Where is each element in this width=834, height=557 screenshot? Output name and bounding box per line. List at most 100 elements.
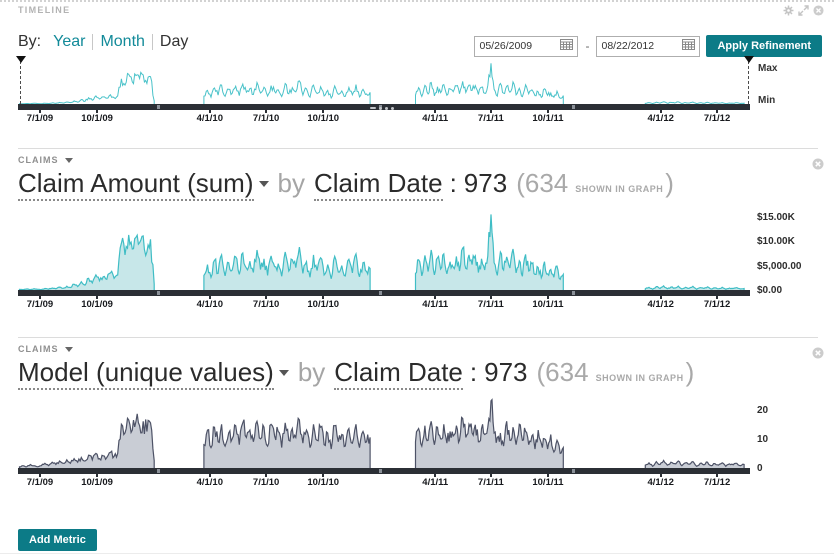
x-tick-label: 10/1/09 xyxy=(81,113,113,124)
by-word: by xyxy=(297,357,326,387)
range-handle-left[interactable] xyxy=(15,56,26,104)
x-tick xyxy=(434,474,437,477)
calendar-icon[interactable] xyxy=(560,37,574,55)
paren: ( xyxy=(516,168,525,198)
section-divider xyxy=(18,337,818,338)
shown-in-graph-caption: SHOWN IN GRAPH xyxy=(595,373,684,383)
x-tick-label: 4/1/10 xyxy=(196,477,223,488)
x-tick-label: 10/1/09 xyxy=(81,477,113,488)
axis-gap-notch xyxy=(379,469,382,473)
panel-controls xyxy=(783,5,824,16)
remove-metric-icon[interactable] xyxy=(812,346,824,364)
axis-gap-notch xyxy=(157,105,160,109)
x-tick xyxy=(659,296,662,299)
x-tick xyxy=(546,474,549,477)
claims-group-label: CLAIMS xyxy=(18,155,59,165)
remove-metric-icon[interactable] xyxy=(812,157,824,175)
panel-bottom-border xyxy=(0,553,834,554)
axis-gap-notch xyxy=(157,469,160,473)
dimension-dropdown[interactable]: Claim Date xyxy=(313,168,443,201)
date-to-input[interactable] xyxy=(601,40,674,52)
x-tick-label: 4/1/11 xyxy=(422,113,449,124)
x-tick xyxy=(716,474,719,477)
dimension-dropdown[interactable]: Claim Date xyxy=(334,357,463,390)
x-tick-label: 10/1/10 xyxy=(307,477,340,488)
x-tick xyxy=(659,110,662,113)
claim-amount-plot[interactable] xyxy=(18,212,750,290)
x-tick-label: 4/1/11 xyxy=(422,299,449,310)
panel-top-border xyxy=(0,0,834,2)
model-unique-chart: 7/1/09 10/1/09 4/1/10 7/1/10 10/1/10 4/1/11 7/… xyxy=(0,394,834,494)
x-tick xyxy=(659,474,662,477)
separator xyxy=(92,34,94,50)
handle-triangle-icon[interactable] xyxy=(743,56,754,63)
colon: : xyxy=(469,357,478,387)
x-tick xyxy=(322,474,325,477)
x-tick-label: 4/1/10 xyxy=(196,113,223,124)
calendar-icon[interactable] xyxy=(682,37,696,55)
panel-title: TIMELINE xyxy=(18,5,71,15)
x-tick xyxy=(546,296,549,299)
pan-ellipsis-icon[interactable] xyxy=(370,106,394,110)
x-tick-label: 7/1/11 xyxy=(477,113,504,124)
metric-title: Claim Amount (sum) by Claim Date:973 (634 SH… xyxy=(18,168,674,201)
y-tick-label: $5,000.00 xyxy=(757,260,802,272)
metric-dropdown[interactable]: Claim Amount (sum) xyxy=(18,168,254,201)
x-tick xyxy=(322,296,325,299)
gear-icon[interactable] xyxy=(783,5,794,16)
handle-triangle-icon[interactable] xyxy=(15,56,26,63)
total-count: 973 xyxy=(463,168,508,198)
x-tick-label: 7/1/10 xyxy=(252,113,280,124)
metric-title: Model (unique values) by Claim Date:973 (63… xyxy=(18,357,695,390)
add-metric-button[interactable]: Add Metric xyxy=(18,529,97,551)
model-unique-plot[interactable] xyxy=(18,398,750,468)
x-tick xyxy=(208,296,211,299)
x-tick xyxy=(716,296,719,299)
x-tick xyxy=(434,296,437,299)
panel-close-icon[interactable] xyxy=(813,5,824,16)
x-tick-label: 7/1/12 xyxy=(703,113,731,124)
granularity-selector: By: Year Month Day xyxy=(18,33,188,51)
chevron-down-icon[interactable] xyxy=(258,180,269,187)
claim-amount-chart: 7/1/09 10/1/09 4/1/10 7/1/10 10/1/10 4/1/11 7/… xyxy=(0,206,834,310)
claims-group-dropdown[interactable]: CLAIMS xyxy=(18,155,73,165)
chevron-down-icon xyxy=(64,346,73,352)
x-tick-label: 4/1/11 xyxy=(422,477,449,488)
y-tick-label: 20 xyxy=(757,404,769,416)
overview-plot[interactable] xyxy=(18,62,750,104)
x-tick-label: 7/1/11 xyxy=(477,299,504,310)
chevron-down-icon[interactable] xyxy=(278,369,289,376)
y-tick-label: 10 xyxy=(757,433,769,445)
x-tick xyxy=(96,296,99,299)
date-to-field[interactable] xyxy=(596,35,701,57)
x-tick xyxy=(208,474,211,477)
claims-group-dropdown[interactable]: CLAIMS xyxy=(18,344,73,354)
granularity-year[interactable]: Year xyxy=(53,33,86,50)
x-tick-label: 7/1/12 xyxy=(703,299,731,310)
range-handle-right[interactable] xyxy=(743,56,754,104)
x-tick xyxy=(489,110,492,113)
axis-bar xyxy=(18,468,750,474)
claims-group-label: CLAIMS xyxy=(18,344,59,354)
date-from-field[interactable] xyxy=(474,35,579,57)
y-tick-label: 0 xyxy=(757,463,763,474)
by-label: By: xyxy=(18,33,42,50)
x-tick-label: 7/1/12 xyxy=(703,477,731,488)
axis-gap-notch xyxy=(157,291,160,295)
date-from-input[interactable] xyxy=(479,40,552,52)
paren: ( xyxy=(536,357,546,387)
y-tick-label: $10.00K xyxy=(757,236,795,248)
metric-dropdown[interactable]: Model (unique values) xyxy=(18,357,274,390)
paren: ) xyxy=(665,168,674,198)
granularity-month[interactable]: Month xyxy=(100,33,145,50)
granularity-day[interactable]: Day xyxy=(159,33,189,50)
apply-refinement-button[interactable]: Apply Refinement xyxy=(706,35,822,57)
expand-icon[interactable] xyxy=(798,5,809,16)
x-tick-label: 10/1/09 xyxy=(81,299,113,310)
paren: ) xyxy=(685,357,695,387)
total-count: 973 xyxy=(484,357,528,387)
x-tick xyxy=(489,296,492,299)
x-tick xyxy=(322,110,325,113)
shown-count: 634 xyxy=(545,357,589,387)
